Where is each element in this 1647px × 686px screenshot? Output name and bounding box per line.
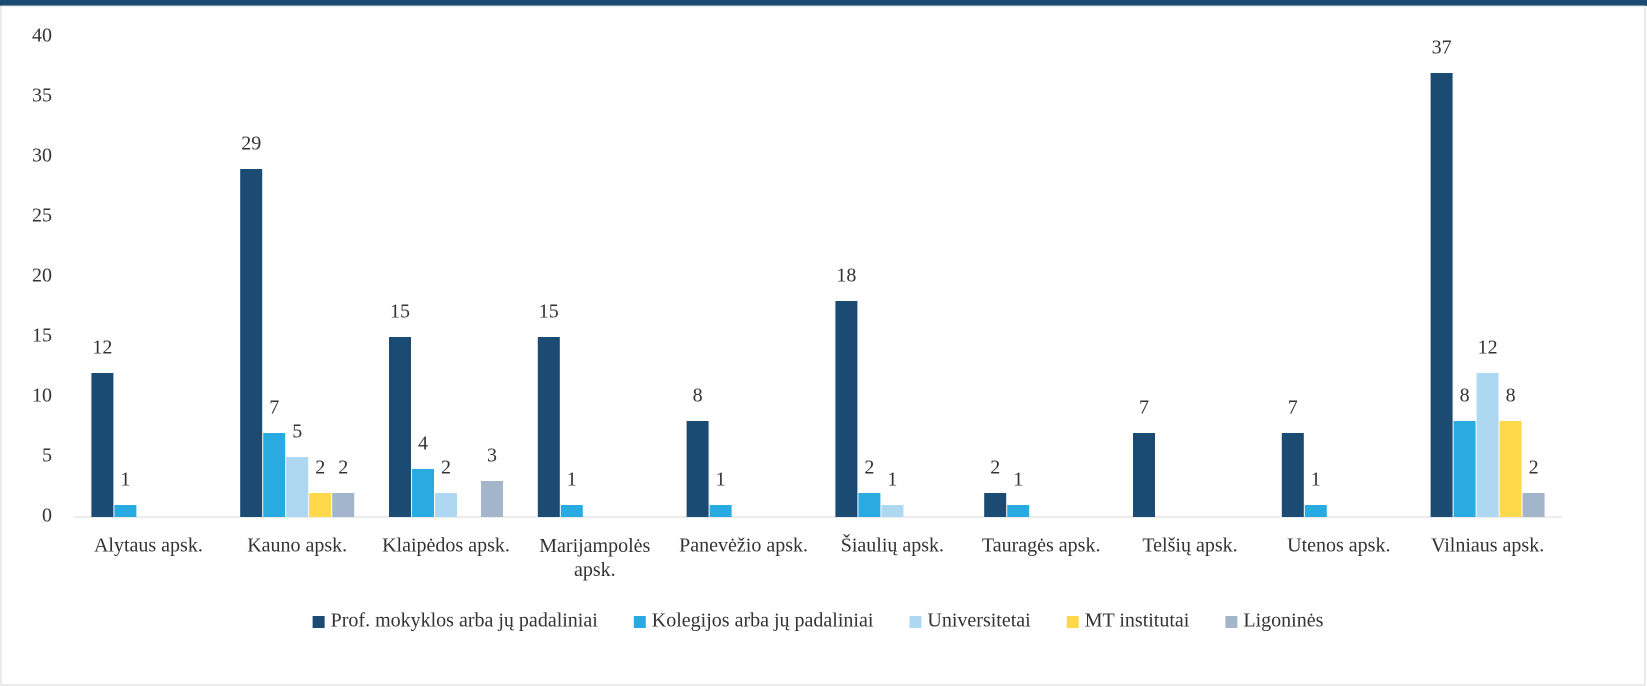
data-label: 7 (1139, 397, 1149, 419)
legend-swatch (633, 616, 646, 628)
legend-swatch (1225, 616, 1238, 628)
data-label: 12 (92, 337, 112, 359)
x-tick-label: Marijampolės apsk. (539, 535, 650, 581)
x-tick-label: Klaipėdos apsk. (382, 535, 510, 557)
bar (686, 421, 709, 517)
data-label: 2 (338, 457, 348, 479)
bar (114, 505, 137, 517)
bar (1281, 433, 1304, 517)
bar (286, 457, 309, 517)
bar (435, 493, 457, 517)
x-tick-label: Vilniaus apsk. (1431, 535, 1544, 557)
data-label: 1 (887, 469, 897, 491)
data-label: 37 (1432, 37, 1452, 59)
top-band (0, 0, 1647, 6)
y-tick-label: 40 (32, 25, 52, 47)
x-tick-label-line: Marijampolės (539, 535, 650, 557)
data-label: 7 (269, 397, 279, 419)
bar (560, 505, 583, 517)
bar (1499, 421, 1522, 517)
bar (537, 337, 560, 517)
data-label: 2 (1529, 457, 1539, 479)
bar (240, 169, 263, 517)
data-label: 8 (1460, 385, 1470, 407)
data-label: 1 (716, 469, 726, 491)
y-tick-label: 5 (42, 445, 52, 467)
bar (1453, 421, 1476, 517)
bar (263, 433, 286, 517)
bar (412, 469, 434, 517)
bar (309, 493, 332, 517)
data-label: 2 (441, 457, 451, 479)
x-tick-label: Šiaulių apsk. (841, 533, 944, 557)
y-tick-label: 0 (42, 505, 52, 527)
legend-label: Universitetai (927, 610, 1031, 632)
bar (858, 493, 881, 517)
bar (1522, 493, 1545, 517)
bar (389, 337, 411, 517)
data-label: 15 (390, 301, 410, 323)
y-tick-label: 30 (32, 145, 52, 167)
y-tick-label: 20 (32, 265, 52, 287)
legend-swatch (909, 616, 922, 628)
legend-swatch (1066, 616, 1079, 628)
bar (1007, 505, 1030, 517)
data-label: 1 (120, 469, 130, 491)
data-label: 4 (418, 433, 428, 455)
bar (481, 481, 503, 517)
y-tick-label: 25 (32, 205, 52, 227)
data-label: 7 (1288, 397, 1298, 419)
x-tick-label: Telšių apsk. (1142, 535, 1237, 557)
legend-label: Ligoninės (1243, 610, 1323, 632)
data-label: 5 (292, 421, 302, 443)
x-tick-label: Tauragės apsk. (982, 535, 1101, 557)
data-label: 29 (241, 133, 261, 155)
y-tick-label: 10 (32, 385, 52, 407)
legend-label: Prof. mokyklos arba jų padaliniai (331, 610, 599, 632)
chart-border (0, 5, 1646, 686)
data-label: 2 (864, 457, 874, 479)
data-label: 8 (693, 385, 703, 407)
y-tick-label: 35 (32, 85, 52, 107)
x-tick-label: Panevėžio apsk. (679, 535, 808, 557)
data-label: 1 (1013, 469, 1023, 491)
x-tick-label: Kauno apsk. (247, 535, 347, 557)
bar (984, 493, 1007, 517)
x-tick-label: Alytaus apsk. (94, 535, 203, 557)
bar (1133, 433, 1155, 517)
data-label: 3 (487, 445, 497, 467)
data-label: 2 (990, 457, 1000, 479)
bar (835, 301, 858, 517)
data-label: 12 (1478, 337, 1498, 359)
data-label: 15 (539, 301, 559, 323)
bar (709, 505, 732, 517)
bar (91, 373, 114, 517)
data-label: 8 (1506, 385, 1516, 407)
data-label: 18 (836, 265, 856, 287)
data-label: 1 (567, 469, 577, 491)
x-tick-label: Utenos apsk. (1287, 535, 1390, 557)
bar (881, 505, 904, 517)
bar (1430, 73, 1453, 517)
legend-label: MT institutai (1085, 610, 1190, 632)
data-label: 1 (1311, 469, 1321, 491)
x-tick-label-line: apsk. (574, 559, 616, 581)
legend-swatch (312, 616, 325, 628)
bar (332, 493, 355, 517)
legend-label: Kolegijos arba jų padaliniai (652, 610, 874, 632)
bar (1476, 373, 1499, 517)
data-label: 2 (315, 457, 325, 479)
bar (1304, 505, 1327, 517)
y-tick-label: 15 (32, 325, 52, 347)
